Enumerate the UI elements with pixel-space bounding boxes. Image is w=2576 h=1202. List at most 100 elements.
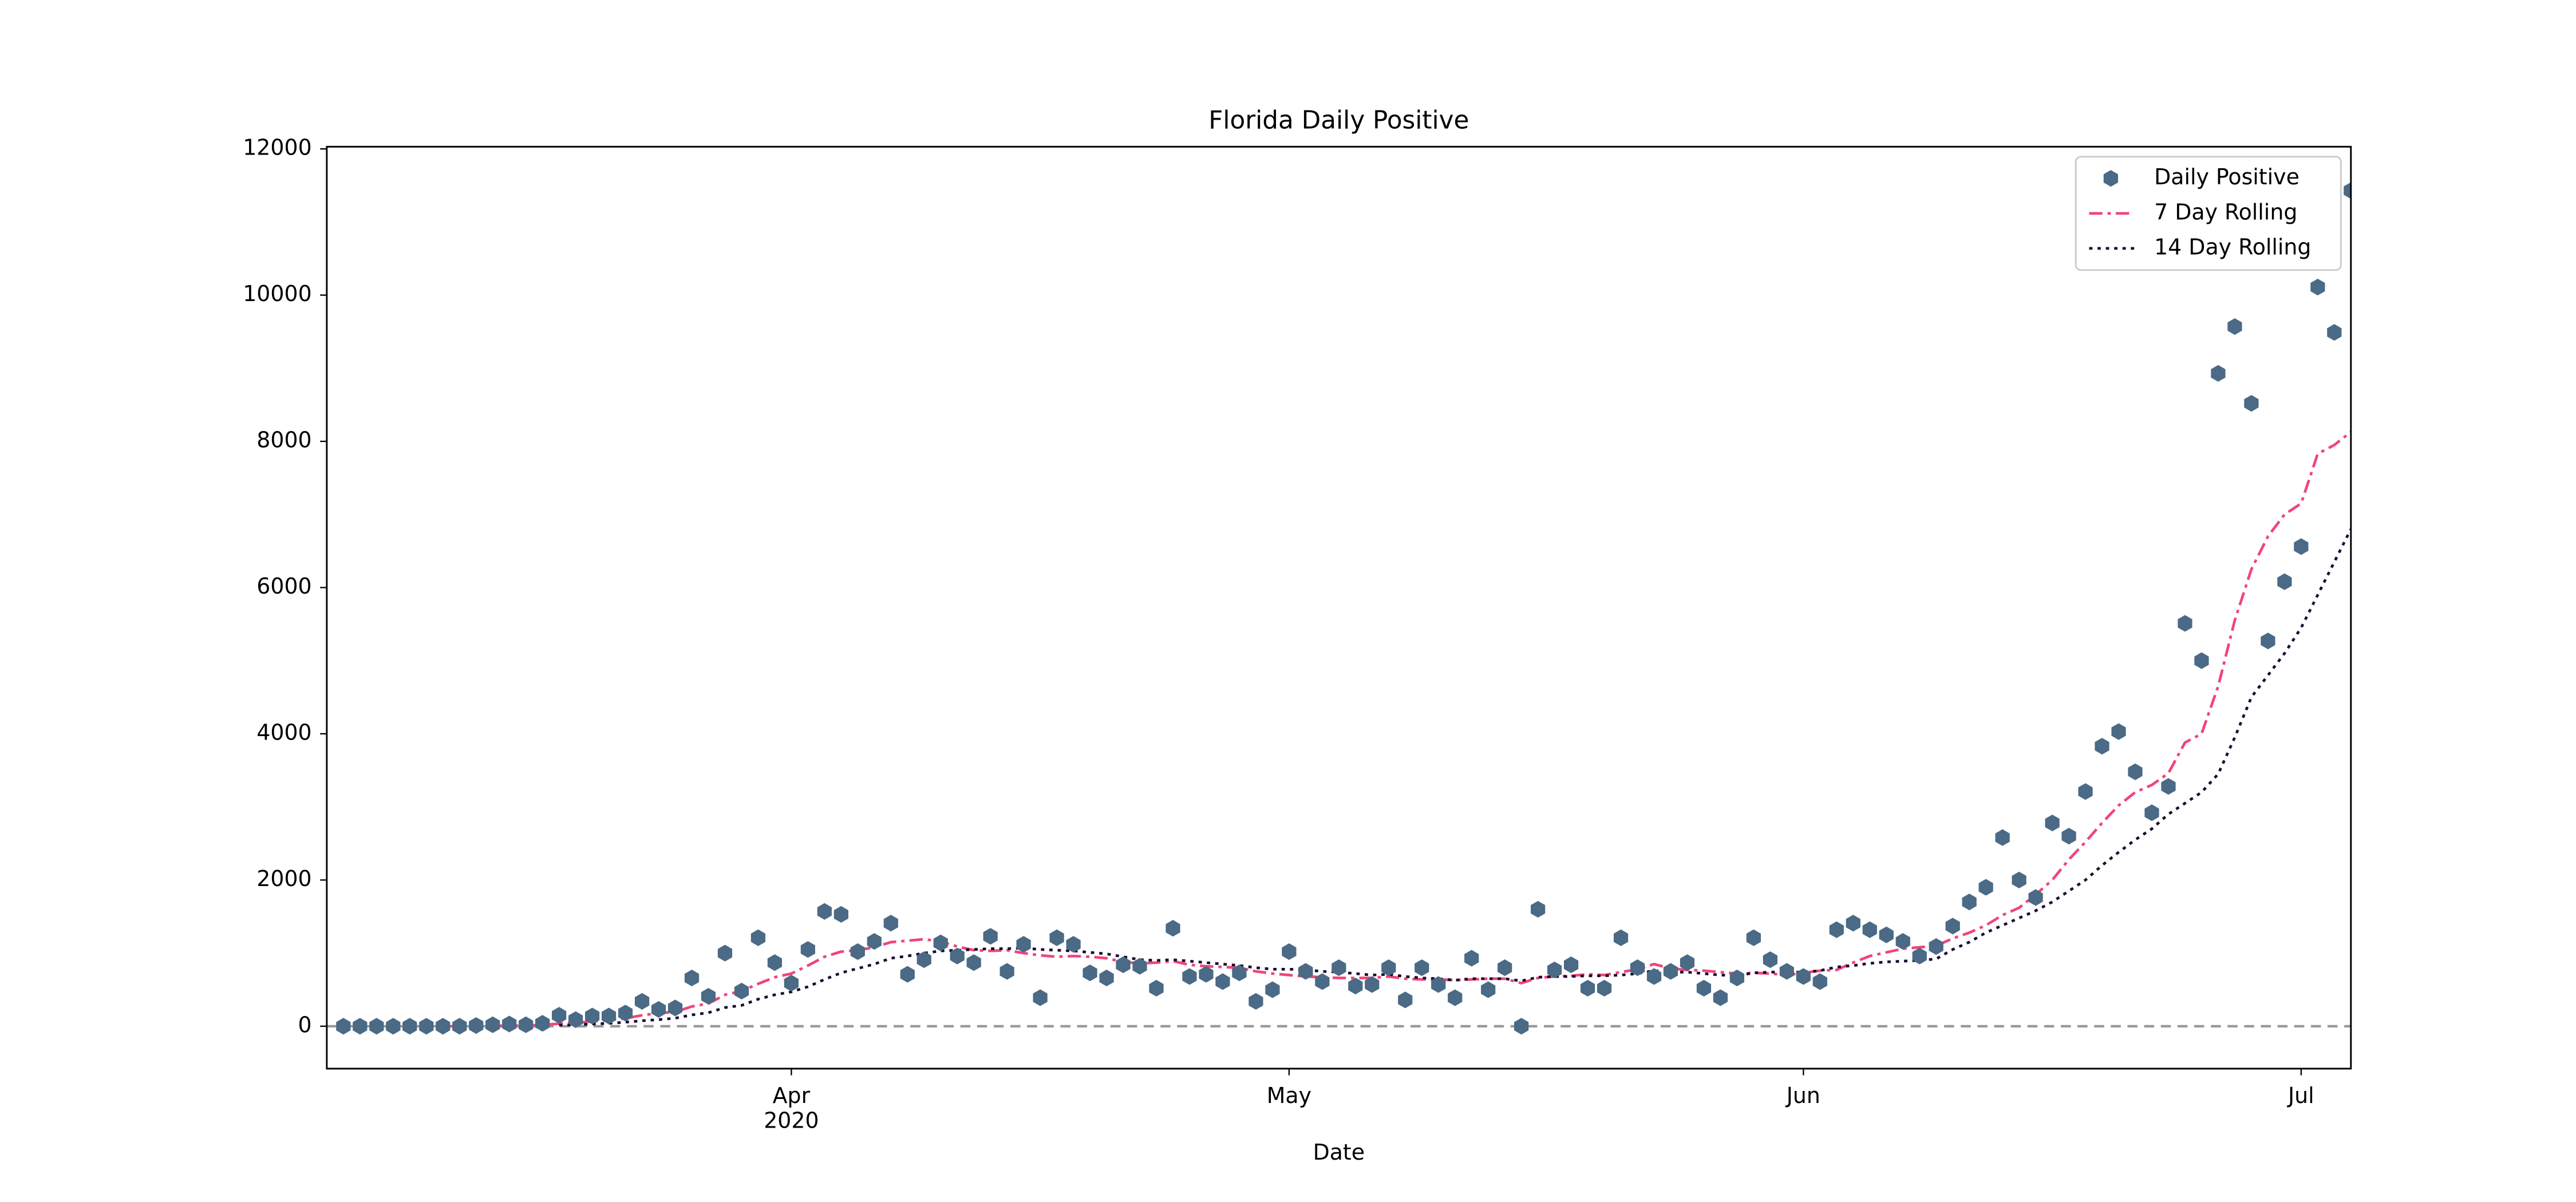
y-tick-label: 4000 (256, 719, 311, 745)
data-point (1082, 964, 1097, 982)
data-point (2028, 889, 2043, 906)
data-point (1663, 963, 1678, 980)
data-point (436, 1018, 451, 1035)
data-point (1448, 989, 1463, 1006)
x-tick-label: Jul (2287, 1083, 2314, 1108)
data-point (1746, 929, 1761, 946)
data-point (2327, 324, 2342, 341)
data-point (1696, 979, 1712, 997)
data-point (1033, 989, 1048, 1006)
data-point (1182, 968, 1197, 985)
data-point (1066, 936, 1081, 953)
data-point (734, 983, 749, 1000)
data-point (2344, 182, 2351, 199)
data-point (2061, 828, 2076, 845)
data-point (2078, 783, 2093, 800)
data-point (1315, 973, 1330, 990)
y-tick-label: 0 (298, 1012, 312, 1037)
data-point (1282, 943, 1297, 960)
data-point (1912, 947, 1927, 964)
data-point (950, 947, 965, 964)
data-point (2294, 538, 2309, 555)
data-point (1879, 926, 1894, 943)
data-point (452, 1018, 467, 1035)
data-point (1199, 966, 1214, 983)
data-point (2144, 804, 2159, 821)
data-point (784, 974, 799, 992)
legend-label: 14 Day Rolling (2154, 234, 2311, 259)
data-point (1165, 920, 1180, 937)
data-point (1547, 962, 1562, 979)
data-point (2178, 615, 2192, 632)
data-point (1398, 991, 1413, 1009)
data-point (900, 966, 915, 983)
data-point (1099, 970, 1114, 987)
data-point (2012, 871, 2026, 889)
data-point (933, 934, 948, 951)
data-point (369, 1018, 384, 1035)
data-point (850, 943, 865, 960)
data-point (601, 1007, 617, 1025)
data-point (1215, 973, 1230, 990)
legend-label: 7 Day Rolling (2154, 199, 2297, 224)
data-point (1929, 938, 1943, 955)
data-point (2095, 738, 2109, 755)
y-tick-label: 2000 (256, 866, 311, 891)
data-point (1580, 979, 1595, 997)
data-point (568, 1011, 583, 1028)
x-tick-label: Apr (773, 1083, 811, 1108)
data-point (1995, 829, 2010, 846)
data-point (1298, 963, 1313, 980)
line-series (442, 430, 2351, 1028)
data-point (717, 944, 733, 962)
data-point (1829, 921, 1844, 938)
axes-frame (326, 145, 2352, 1070)
data-point (502, 1015, 517, 1033)
data-point (386, 1018, 401, 1035)
data-point (1431, 976, 1446, 993)
data-point (701, 987, 716, 1005)
data-point (353, 1018, 368, 1035)
data-point (2128, 763, 2143, 780)
data-point (1779, 963, 1794, 980)
data-point (485, 1016, 500, 1033)
data-point (2111, 723, 2126, 740)
data-point (2045, 814, 2060, 832)
data-point (1531, 900, 1546, 918)
data-point (2161, 778, 2176, 795)
data-point (1348, 978, 1363, 995)
x-tick-label: Jun (1785, 1083, 1820, 1108)
data-point (1132, 958, 1147, 975)
data-point (833, 906, 848, 923)
data-point (1332, 959, 1346, 976)
x-offset-label: 2020 (764, 1108, 819, 1133)
data-point (519, 1016, 534, 1033)
data-point (535, 1015, 550, 1032)
data-point (1514, 1018, 1529, 1035)
data-point (800, 941, 815, 958)
data-point (1962, 893, 1977, 911)
data-point (1563, 956, 1579, 974)
line-series (559, 528, 2351, 1027)
data-point (1149, 979, 1164, 997)
data-point (1945, 918, 1960, 935)
data-point (1796, 968, 1811, 985)
data-point (651, 1001, 666, 1018)
data-point (1646, 968, 1662, 985)
data-point (552, 1007, 567, 1024)
data-point (1365, 976, 1380, 993)
data-point (750, 929, 766, 946)
data-point (999, 963, 1014, 980)
data-point (1978, 879, 1993, 896)
data-point (1713, 989, 1728, 1006)
data-point (469, 1017, 484, 1034)
data-point (1613, 929, 1629, 946)
data-point (1415, 959, 1429, 976)
data-point (983, 928, 998, 945)
data-point (1049, 929, 1064, 946)
data-point (1249, 993, 1263, 1010)
data-point (634, 993, 650, 1010)
legend-label: Daily Positive (2154, 164, 2300, 189)
data-point (1680, 954, 1695, 971)
